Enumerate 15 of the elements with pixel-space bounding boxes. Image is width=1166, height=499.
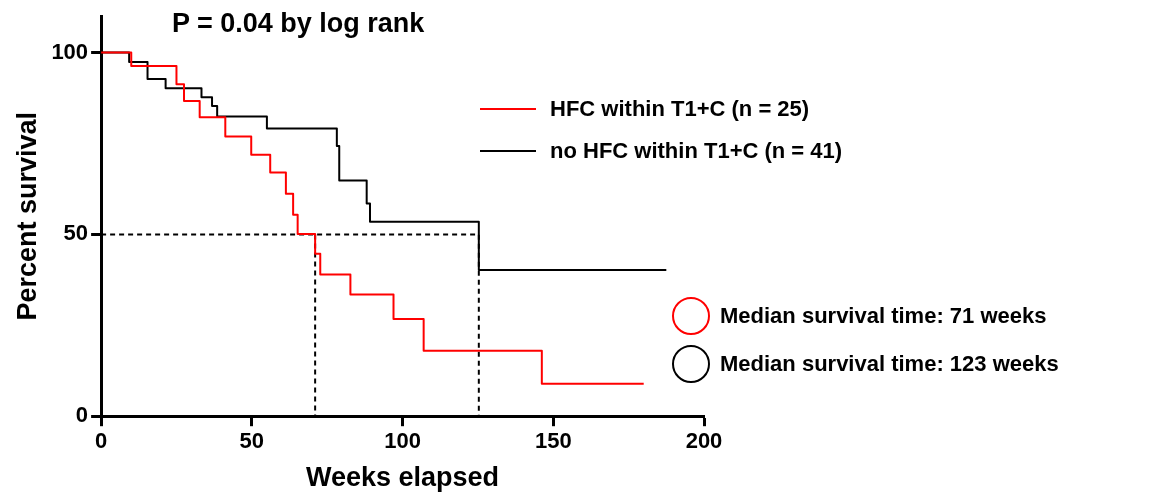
text: Median survival time: 71 weeks xyxy=(720,303,1047,329)
text: Median survival time: 123 weeks xyxy=(720,351,1059,377)
x-axis-title: Weeks elapsed xyxy=(305,462,500,493)
x-tick-label: 200 xyxy=(685,428,723,454)
x-tick-label: 100 xyxy=(384,428,421,454)
x-tick-label: 150 xyxy=(534,428,572,454)
legend-label: no HFC within T1+C (n = 41) xyxy=(550,138,843,164)
y-axis-title: Percent survival xyxy=(11,111,42,321)
y-tick-label: 100 xyxy=(51,38,89,64)
legend-label: HFC within T1+C (n = 25) xyxy=(550,96,810,122)
x-tick-label: 50 xyxy=(239,428,265,454)
x-tick-label: 0 xyxy=(94,428,108,454)
y-tick-label: 0 xyxy=(75,402,89,428)
y-tick-label: 50 xyxy=(63,220,89,246)
annotation: P = 0.04 by log rank xyxy=(172,8,425,39)
